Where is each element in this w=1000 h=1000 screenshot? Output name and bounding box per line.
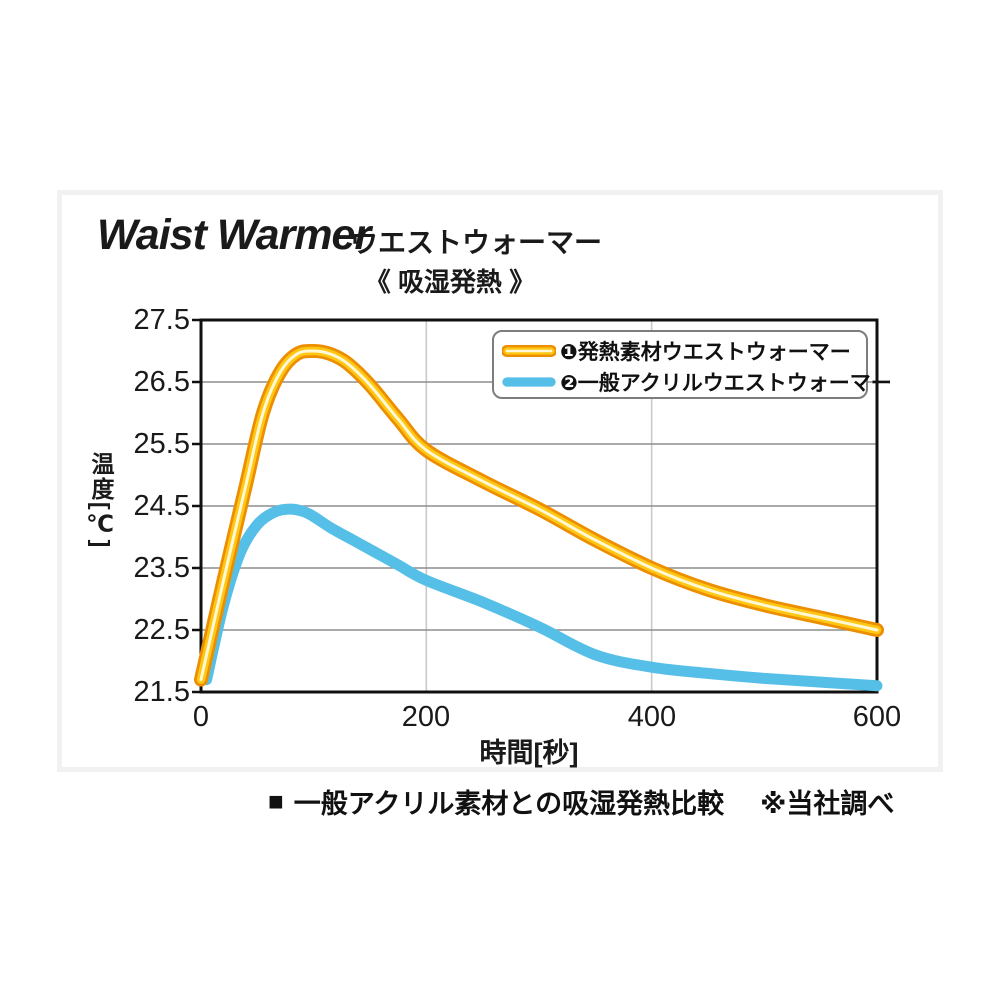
legend-item-acrylic: ❷一般アクリルウエストウォーマー (502, 367, 892, 397)
chart-caption: ■ 一般アクリル素材との吸湿発熱比較 ※当社調べ (268, 782, 894, 821)
y-tick-label: 25.5 (133, 428, 190, 460)
chart-legend: ❶発熱素材ウエストウォーマー ❷一般アクリルウエストウォーマー (492, 330, 892, 399)
caption-label: 一般アクリル素材との吸湿発熱比較 (293, 789, 725, 819)
title-japanese: ウエストウォーマー (350, 227, 603, 258)
x-tick-label: 400 (627, 701, 677, 733)
y-tick-label: 22.5 (133, 614, 190, 646)
x-axis-title: 時間[秒] (479, 738, 579, 768)
x-tick-label: 600 (852, 701, 902, 733)
caption-note: ※当社調べ (760, 789, 895, 819)
caption-bullet-icon: ■ (268, 786, 284, 816)
y-tick-label: 27.5 (133, 304, 190, 336)
legend-swatch-acrylic-line-icon (502, 376, 556, 387)
y-tick-label: 26.5 (133, 366, 190, 398)
page-title: Waist Warmer (97, 211, 371, 259)
y-axis-title: 温度[℃] (88, 452, 114, 550)
x-tick-label: 200 (401, 701, 451, 733)
legend-label: ❷一般アクリルウエストウォーマー (560, 371, 892, 395)
y-tick-label: 23.5 (133, 552, 190, 584)
legend-swatch-heat-line-icon (502, 345, 556, 358)
chart-subtitle: 《 吸湿発熱 》 (364, 267, 536, 297)
legend-label: ❶発熱素材ウエストウォーマー (560, 341, 851, 365)
y-tick-label: 21.5 (133, 676, 190, 708)
legend-item-heat-material: ❶発熱素材ウエストウォーマー (502, 336, 866, 366)
x-tick-label: 0 (192, 701, 210, 733)
y-tick-label: 24.5 (133, 490, 190, 522)
